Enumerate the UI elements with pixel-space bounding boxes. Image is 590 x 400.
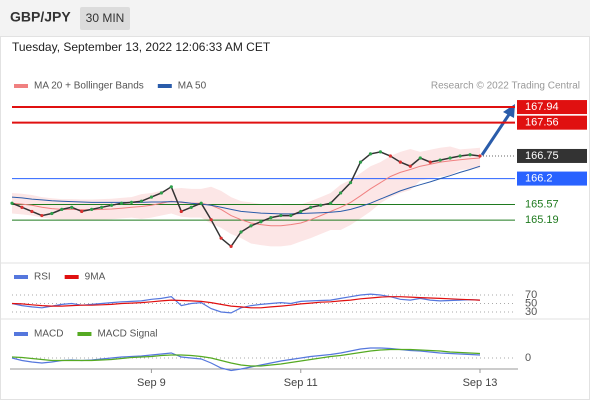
price-point xyxy=(229,244,233,248)
price-point xyxy=(119,201,124,205)
price-point xyxy=(129,200,134,205)
level-label: 165.19 xyxy=(525,214,559,226)
level-label: 166.75 xyxy=(525,150,559,162)
legend-swatch xyxy=(14,332,28,336)
series-line xyxy=(11,296,481,309)
price-point xyxy=(368,152,373,156)
legend-label: MA 20 + Bollinger Bands xyxy=(34,81,144,92)
price-point xyxy=(50,211,54,216)
x-tick-label: Sep 13 xyxy=(463,377,498,389)
price-point xyxy=(329,201,333,205)
price-point xyxy=(428,160,432,164)
legend-swatch xyxy=(77,332,92,336)
level-box xyxy=(517,148,587,163)
level-label: 165.57 xyxy=(525,198,559,210)
legend-swatch xyxy=(14,275,28,279)
price-point xyxy=(149,195,154,199)
x-tick-label: Sep 9 xyxy=(137,377,166,389)
price-point xyxy=(20,205,24,209)
price-point xyxy=(438,158,442,162)
legend-label: MA 50 xyxy=(178,81,207,92)
y-tick-label: 70 xyxy=(525,289,537,301)
y-tick-label: 30 xyxy=(525,306,537,318)
price-point xyxy=(319,203,323,207)
price-point xyxy=(448,156,452,160)
price-point xyxy=(249,224,253,228)
price-point xyxy=(239,230,243,234)
price-point xyxy=(458,154,462,158)
price-point xyxy=(478,154,482,158)
symbol: GBP/JPY xyxy=(10,9,71,25)
price-point xyxy=(179,209,183,214)
price-point xyxy=(348,181,353,185)
price-point xyxy=(199,201,203,205)
level-box xyxy=(517,100,587,115)
legend-label: MACD xyxy=(34,329,63,340)
price-point xyxy=(139,199,144,203)
price-point xyxy=(418,156,422,160)
level-label: 167.94 xyxy=(525,101,559,113)
price-point xyxy=(219,236,223,240)
price-point xyxy=(408,164,412,168)
series-line xyxy=(11,348,481,367)
price-point xyxy=(259,220,263,224)
price-point xyxy=(338,191,343,195)
legend-swatch xyxy=(157,84,172,88)
series-line xyxy=(11,293,481,314)
price-point xyxy=(30,209,34,214)
price-point xyxy=(169,185,173,189)
legend-label: MACD Signal xyxy=(97,329,157,340)
x-tick-label: Sep 11 xyxy=(284,377,318,389)
price-point xyxy=(279,213,283,218)
price-point xyxy=(398,160,402,164)
price-point xyxy=(109,203,114,207)
price-point xyxy=(90,207,94,211)
price-point xyxy=(60,207,64,211)
price-line xyxy=(11,151,481,248)
price-point xyxy=(269,216,273,220)
series-line xyxy=(11,347,481,372)
level-box xyxy=(517,171,587,186)
price-point xyxy=(80,209,84,214)
y-tick-label: 0 xyxy=(525,352,531,364)
legend-swatch xyxy=(64,275,79,279)
legend-swatch xyxy=(14,84,28,88)
interval[interactable]: 30 MIN xyxy=(86,11,125,25)
price-point xyxy=(388,154,392,158)
price-point xyxy=(468,153,472,157)
level-label: 166.2 xyxy=(525,172,553,184)
price-point xyxy=(70,205,74,209)
price-point xyxy=(309,205,313,209)
series-line xyxy=(11,165,481,215)
bollinger-band xyxy=(12,146,480,247)
level-label: 167.56 xyxy=(525,117,559,129)
price-point xyxy=(10,201,14,205)
projection-arrow xyxy=(480,109,514,156)
price-point xyxy=(40,213,44,218)
price-point xyxy=(289,213,293,218)
level-box xyxy=(517,115,587,130)
price-point xyxy=(209,218,213,222)
timestamp: Tuesday, September 13, 2022 12:06:33 AM … xyxy=(12,40,271,54)
price-point xyxy=(159,191,163,195)
price-point xyxy=(189,205,193,209)
interval-pill[interactable] xyxy=(80,7,130,30)
price-point xyxy=(358,160,363,164)
legend-label: RSI xyxy=(34,272,51,283)
price-point xyxy=(100,205,104,209)
legend-label: 9MA xyxy=(85,272,106,283)
price-point xyxy=(378,150,383,154)
credit: Research © 2022 Trading Central xyxy=(431,81,580,92)
price-point xyxy=(299,209,303,214)
y-tick-label: 50 xyxy=(525,297,537,309)
